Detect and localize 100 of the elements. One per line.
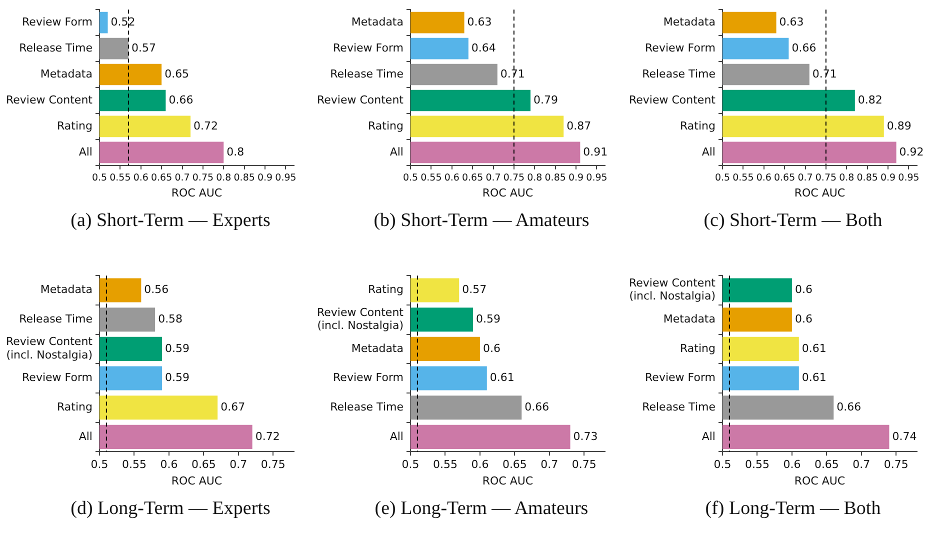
y-tick-label: Metadata [351,15,404,28]
data-label: 0.56 [144,283,169,296]
x-tick-label: 0.75 [260,458,286,472]
y-tick-label: Review Content [6,93,94,106]
x-tick-label: 0.55 [744,458,769,472]
x-tick-label: 0.5 [713,458,731,472]
data-label: 0.57 [131,41,156,54]
text: (d) Long-Term — Experts [70,498,270,520]
y-tick-label: Review Content [316,93,404,106]
x-tick-label: 0.65 [814,458,838,472]
x-tick-label: 0.7 [230,458,248,472]
x-tick-label: 0.8 [838,172,854,184]
y-tick-label: All [78,430,92,443]
x-tick-label: 0.95 [586,172,608,184]
x-tick-label: 0.7 [797,172,812,184]
y-tick-label: All [390,145,404,158]
y-tick-label: Review Content (incl. Nostalgia) [628,276,716,303]
data-label: 0.91 [583,145,608,158]
y-tick-label: Review Content [628,93,716,106]
data-label: 0.59 [476,312,501,326]
x-tick-label: 0.6 [160,458,178,472]
text: (b) Short-Term — Amateurs [372,210,590,232]
x-axis-title: ROC AUC [171,186,222,200]
x-tick-label: 0.9 [880,172,896,184]
data-label: 0.82 [857,93,882,106]
y-tick-label: All [701,145,715,158]
y-tick-label: Rating [57,119,92,132]
y-tick-label: Metadata [662,15,715,28]
y-tick-label: Review Content (incl. Nostalgia) [6,335,94,362]
x-tick-label: 0.55 [122,458,146,472]
y-tick-label: Review Form [333,371,404,384]
y-tick-label: Metadata [351,342,404,355]
x-tick-label: 0.75 [814,172,836,184]
x-axis-title: ROC AUC [171,474,222,488]
y-tick-label: Release Time [642,400,716,414]
x-tick-label: 0.5 [714,172,730,184]
x-tick-label: 0.5 [402,458,420,472]
data-label: 0.87 [566,119,592,132]
data-label: 0.92 [898,145,924,158]
data-label: 0.66 [524,400,550,414]
data-label: 0.71 [500,67,525,80]
data-label: 0.74 [892,430,916,443]
x-tick-label: 0.75 [503,172,525,184]
x-tick-label: 0.6 [782,458,800,472]
data-label: 0.6 [482,342,500,355]
x-tick-label: 0.8 [527,172,542,184]
y-tick-label: Release Time [330,67,404,80]
data-label: 0.67 [220,400,246,414]
data-label: 0.73 [573,430,598,443]
y-tick-label: Rating [368,283,404,296]
text: (f) Long-Term — Both [704,498,881,520]
x-axis-title: ROC AUC [482,474,534,488]
data-label: 0.8 [226,145,244,158]
text: (c) Short-Term — Both [702,210,882,232]
y-tick-label: Release Time [19,312,93,326]
x-tick-label: 0.75 [572,458,596,472]
y-tick-label: All [390,430,404,443]
x-tick-label: 0.9 [257,172,273,184]
x-tick-label: 0.7 [852,458,870,472]
data-label: 0.89 [886,119,911,132]
y-tick-label: Rating [680,119,715,132]
data-label: 0.52 [110,15,136,28]
x-tick-label: 0.9 [568,172,584,184]
x-tick-label: 0.75 [192,172,214,184]
data-label: 0.66 [791,41,816,54]
data-label: 0.61 [801,371,826,384]
x-tick-label: 0.65 [150,172,172,184]
x-tick-label: 0.5 [90,458,108,472]
x-tick-label: 0.75 [883,458,908,472]
data-label: 0.59 [165,342,190,355]
x-tick-label: 0.7 [540,458,558,472]
y-tick-label: Metadata [40,67,92,80]
data-label: 0.59 [165,371,190,384]
y-tick-label: Review Form [333,41,404,54]
x-tick-label: 0.5 [402,172,418,184]
x-tick-label: 0.7 [174,172,190,184]
y-tick-label: All [701,430,715,443]
y-tick-label: Rating [680,342,715,355]
x-tick-label: 0.55 [732,172,754,184]
x-tick-label: 0.95 [275,172,296,184]
data-label: 0.79 [534,93,558,106]
x-tick-label: 0.7 [486,172,501,184]
x-tick-label: 0.95 [898,172,919,184]
text: (a) Short-Term — Experts [70,210,270,232]
data-label: 0.63 [778,15,804,28]
y-tick-label: Review Form [644,41,715,54]
data-label: 0.6 [794,312,812,326]
x-tick-label: 0.55 [420,172,442,184]
x-tick-label: 0.8 [216,172,232,184]
y-tick-label: Review Form [644,371,715,384]
data-label: 0.6 [794,283,812,296]
data-label: 0.63 [467,15,492,28]
x-tick-label: 0.6 [471,458,489,472]
y-tick-label: Review Form [22,15,92,28]
x-axis-title: ROC AUC [794,186,845,200]
y-tick-label: Release Time [19,41,93,54]
y-tick-label: Review Form [22,371,92,384]
data-label: 0.65 [164,67,190,80]
y-tick-label: Release Time [330,400,404,414]
y-tick-label: Rating [368,119,404,132]
